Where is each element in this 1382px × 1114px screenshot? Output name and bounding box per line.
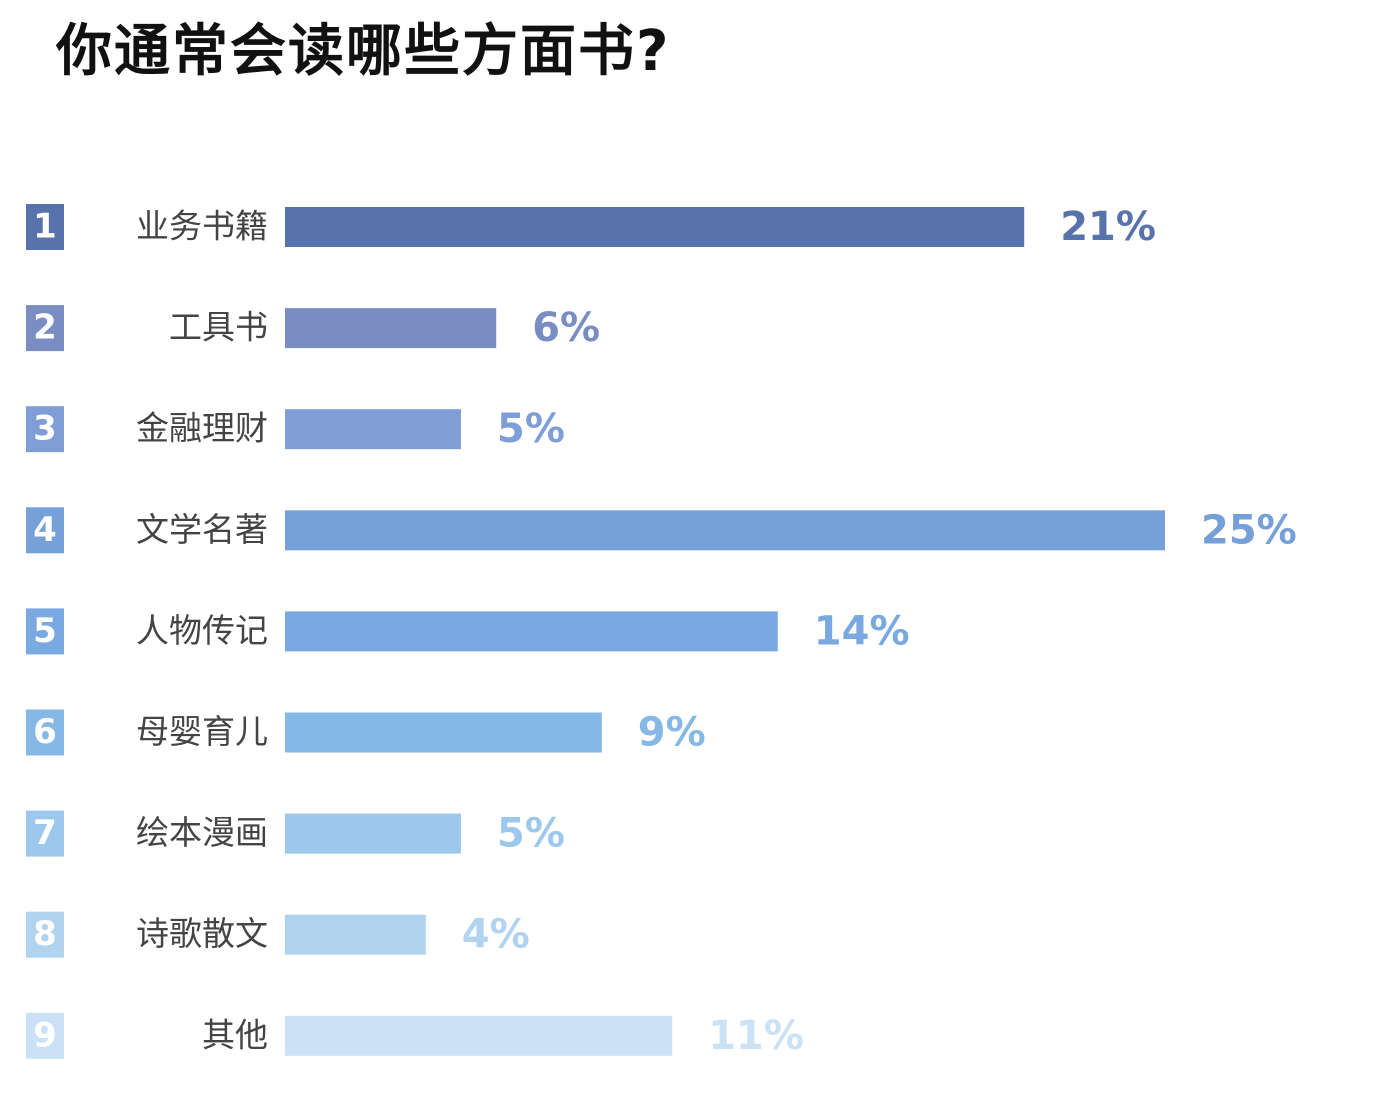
rank-number: 9 bbox=[33, 1015, 57, 1055]
category-label: 母婴育儿 bbox=[136, 712, 268, 751]
bar bbox=[285, 510, 1165, 551]
rank-number: 1 bbox=[33, 207, 57, 247]
rank-badge bbox=[26, 608, 64, 655]
category-label: 绘本漫画 bbox=[136, 813, 268, 852]
value-label: 25% bbox=[1201, 507, 1297, 553]
bar bbox=[285, 1015, 673, 1056]
rank-badge bbox=[26, 911, 64, 958]
rank-number: 4 bbox=[33, 510, 57, 550]
rank-badge bbox=[26, 507, 64, 554]
rank-badge bbox=[26, 1012, 64, 1059]
chart-title: 你通常会读哪些方面书? bbox=[56, 19, 671, 84]
rank-badge bbox=[26, 810, 64, 857]
bar bbox=[285, 712, 602, 753]
category-label: 诗歌散文 bbox=[136, 914, 268, 953]
value-label: 9% bbox=[638, 710, 706, 756]
bar bbox=[285, 308, 497, 349]
bar bbox=[285, 207, 1025, 247]
rank-number: 5 bbox=[33, 611, 57, 651]
rank-badges: 1 2 3 4 5 6 7 8 9 bbox=[26, 204, 64, 1059]
value-label: 5% bbox=[497, 406, 565, 452]
category-label: 工具书 bbox=[169, 308, 268, 347]
bar bbox=[285, 914, 426, 955]
rank-number: 8 bbox=[33, 914, 57, 954]
rank-number: 3 bbox=[33, 409, 57, 449]
bars bbox=[285, 207, 1165, 1056]
bar bbox=[285, 611, 778, 652]
category-label: 其他 bbox=[202, 1015, 268, 1054]
category-label: 人物传记 bbox=[136, 611, 268, 650]
rank-number: 6 bbox=[33, 712, 57, 752]
value-label: 14% bbox=[814, 608, 910, 654]
value-label: 4% bbox=[462, 912, 530, 958]
category-label: 业务书籍 bbox=[136, 207, 268, 246]
value-labels: 21% 6% 5% 25% 14% 9% 5% 4% 11% bbox=[462, 204, 1297, 1059]
value-label: 5% bbox=[497, 811, 565, 857]
value-label: 6% bbox=[532, 305, 600, 351]
rank-number: 2 bbox=[33, 308, 57, 348]
value-label: 21% bbox=[1060, 204, 1156, 250]
category-label: 文学名著 bbox=[136, 510, 268, 549]
category-label: 金融理财 bbox=[136, 409, 268, 448]
rank-badge bbox=[26, 204, 64, 250]
rank-badge bbox=[26, 406, 64, 453]
rank-number: 7 bbox=[33, 813, 57, 853]
bar bbox=[285, 813, 461, 854]
value-label: 11% bbox=[708, 1013, 804, 1059]
bar bbox=[285, 409, 461, 450]
rank-badge bbox=[26, 709, 64, 756]
rank-badge bbox=[26, 305, 64, 352]
